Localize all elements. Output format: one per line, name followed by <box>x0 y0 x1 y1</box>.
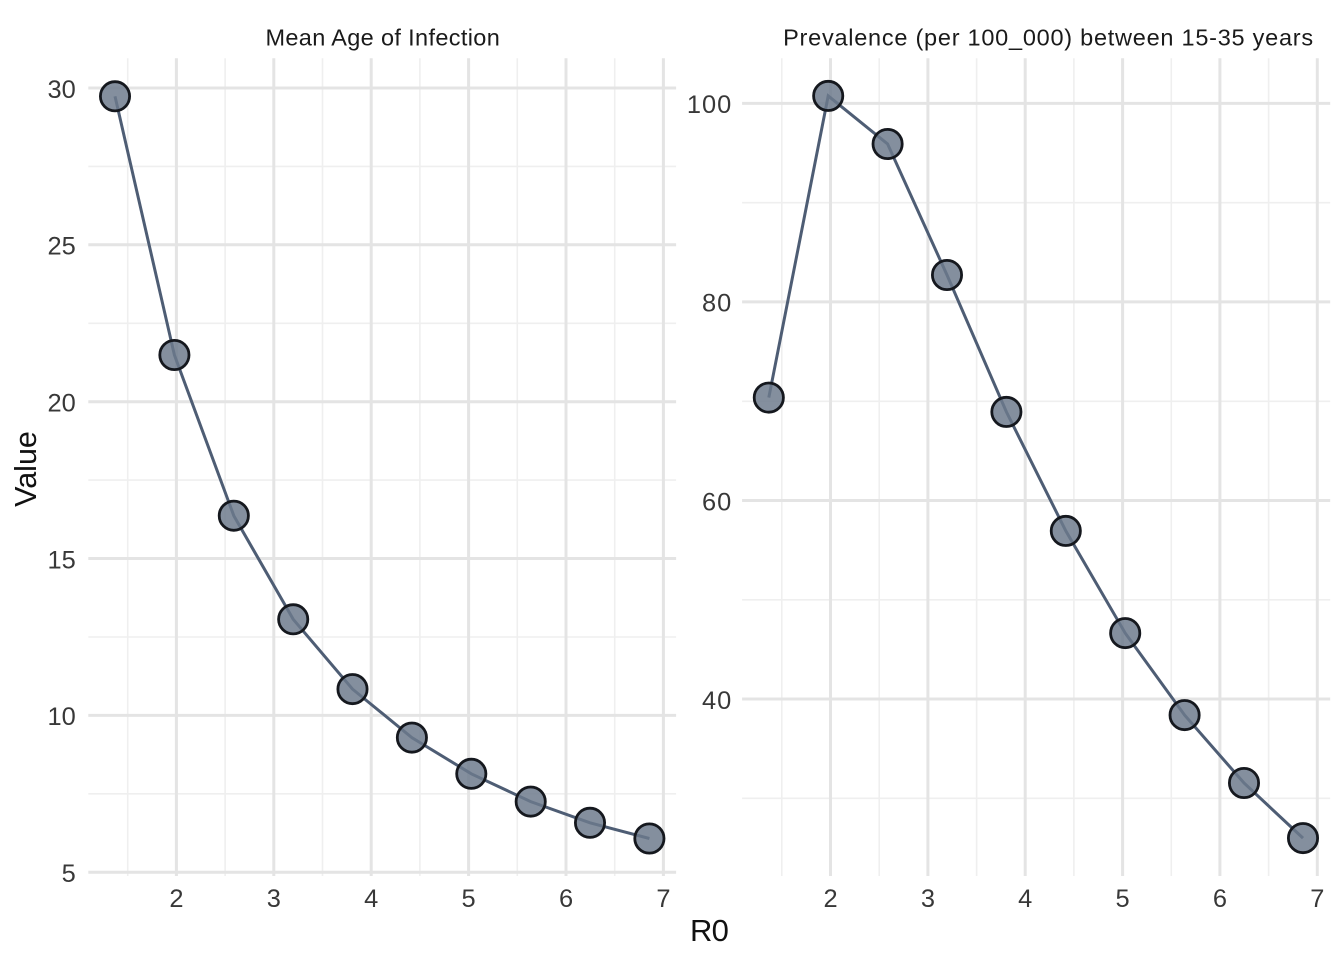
svg-text:4: 4 <box>1018 885 1032 913</box>
svg-text:2: 2 <box>823 885 837 913</box>
svg-text:20: 20 <box>48 390 76 418</box>
svg-text:7: 7 <box>1310 885 1324 913</box>
svg-text:15: 15 <box>48 546 76 574</box>
svg-text:30: 30 <box>48 76 76 104</box>
svg-text:2: 2 <box>169 885 183 913</box>
svg-text:3: 3 <box>921 885 935 913</box>
svg-text:7: 7 <box>656 885 670 913</box>
svg-text:80: 80 <box>702 290 732 318</box>
svg-text:6: 6 <box>1213 885 1227 913</box>
svg-text:R0: R0 <box>690 913 729 948</box>
svg-text:25: 25 <box>48 233 76 261</box>
svg-text:5: 5 <box>462 885 476 913</box>
svg-text:5: 5 <box>1116 885 1130 913</box>
svg-text:Mean Age of Infection: Mean Age of Infection <box>265 25 500 51</box>
svg-text:40: 40 <box>702 687 732 715</box>
svg-text:100: 100 <box>687 91 732 119</box>
svg-text:6: 6 <box>559 885 573 913</box>
svg-text:3: 3 <box>267 885 281 913</box>
svg-text:60: 60 <box>702 488 732 516</box>
svg-text:Value: Value <box>9 431 43 507</box>
svg-text:Prevalence (per 100_000) betwe: Prevalence (per 100_000) between 15-35 y… <box>783 25 1314 51</box>
svg-text:4: 4 <box>364 885 378 913</box>
svg-text:10: 10 <box>48 703 76 731</box>
svg-text:5: 5 <box>62 860 76 888</box>
